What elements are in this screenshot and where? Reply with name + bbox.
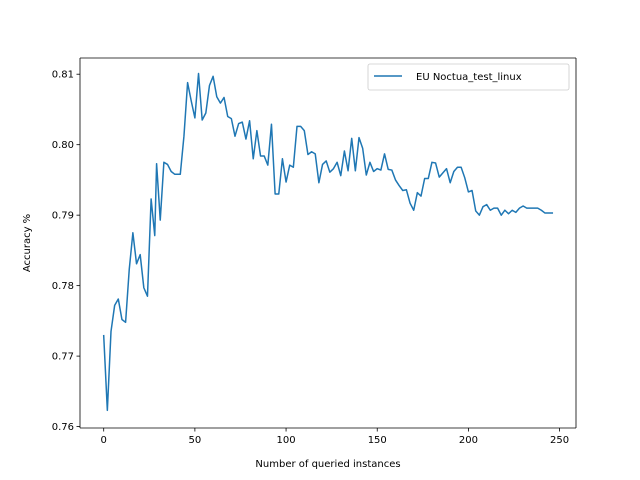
series-layer — [102, 72, 554, 412]
x-tick-label: 250 — [550, 435, 569, 446]
y-tick-label: 0.78 — [52, 281, 74, 292]
legend: EU Noctua_test_linux — [367, 63, 570, 91]
y-axis-ticks: 0.76 0.77 0.78 0.79 0.80 0.81 — [52, 70, 80, 433]
legend-entry-label: EU Noctua_test_linux — [416, 72, 522, 83]
y-tick-label: 0.80 — [52, 140, 74, 151]
y-tick-label: 0.79 — [52, 211, 74, 222]
legend-box — [367, 63, 570, 91]
x-tick-label: 200 — [459, 435, 478, 446]
plot-area — [80, 58, 576, 428]
x-tick-label: 100 — [277, 435, 296, 446]
x-axis-label: Number of queried instances — [255, 459, 400, 470]
x-tick-label: 50 — [189, 435, 202, 446]
axes-frame — [79, 57, 577, 429]
y-tick-label: 0.76 — [52, 422, 74, 433]
y-tick-label: 0.77 — [52, 352, 74, 363]
y-axis-label: Accuracy % — [22, 214, 33, 272]
x-tick-label: 150 — [368, 435, 387, 446]
x-axis-ticks: 0 50 100 150 200 250 — [101, 428, 569, 446]
x-tick-label: 0 — [101, 435, 107, 446]
series-line — [102, 72, 554, 412]
y-tick-label: 0.81 — [52, 70, 74, 81]
